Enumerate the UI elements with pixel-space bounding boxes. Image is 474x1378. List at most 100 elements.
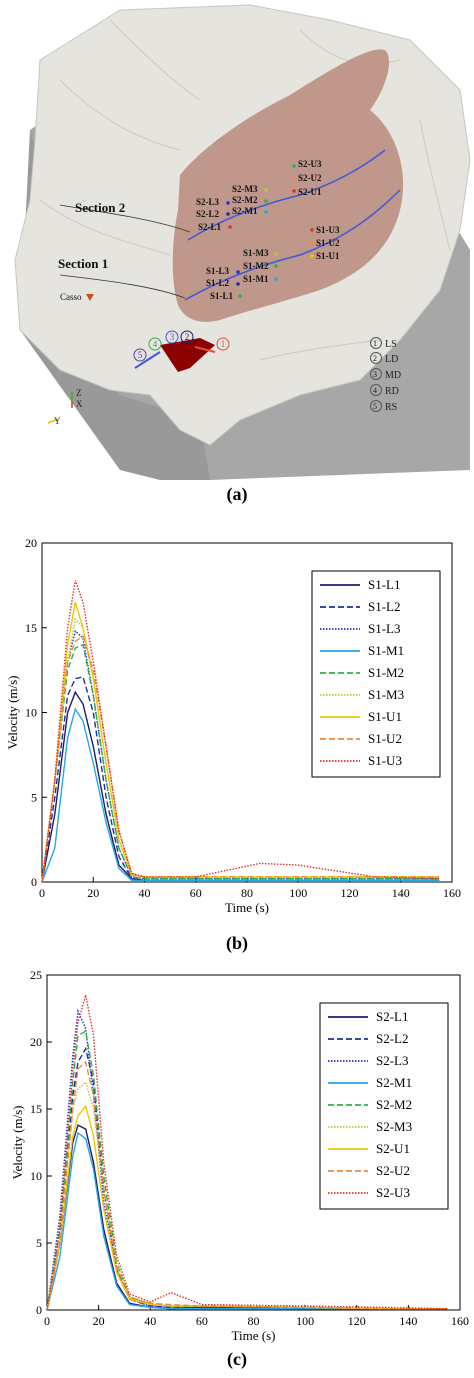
y-tick-label: 15 [25, 621, 37, 635]
legend-label: S1-L3 [368, 621, 401, 636]
caption-a: (a) [226, 484, 248, 504]
point-label: S2-M3 [232, 184, 258, 194]
y-tick-label: 10 [30, 1169, 42, 1183]
x-tick-label: 140 [399, 1314, 417, 1328]
series-line-s2-u3 [46, 994, 448, 1311]
point-label: S1-M1 [243, 274, 269, 284]
panel-a: Section 2 Section 1 Casso S2-U3 S2-U2 S2… [0, 0, 474, 504]
point-label: S2-L3 [196, 197, 220, 207]
legend-label: S1-U1 [368, 709, 402, 724]
point-marker [310, 228, 314, 232]
series-line-s1-l3 [41, 629, 440, 883]
legend-a-circle [370, 337, 382, 349]
caption-b: (b) [226, 933, 248, 953]
x-tick-label: 100 [296, 1314, 314, 1328]
legend-label: S2-U2 [376, 1163, 410, 1178]
section-1-label: Section 1 [58, 256, 108, 271]
circle-number-4 [148, 337, 162, 351]
legend-label: S2-U3 [376, 1185, 410, 1200]
y-tick-label: 5 [31, 790, 37, 804]
casso-label: Casso [60, 292, 82, 302]
section-1-profile [59, 274, 186, 299]
series-line-s2-m1 [46, 1131, 448, 1311]
x-tick-label: 60 [190, 886, 202, 900]
point-label: S1-U1 [316, 251, 340, 261]
point-marker [310, 241, 314, 245]
panel-c: 0 20 40 60 80 100 120 140 160 0 5 10 15 20 25 Time (s) V… [0, 955, 474, 1378]
point-label: S2-U3 [298, 159, 322, 169]
series-line-s2-u2 [46, 1060, 448, 1311]
legend-label: S2-M1 [376, 1075, 412, 1090]
ls-line [194, 346, 216, 353]
x-tick-label: 60 [196, 1314, 208, 1328]
point-marker [238, 294, 242, 298]
y-tick-label: 20 [30, 1035, 42, 1049]
point-label: S2-L2 [196, 209, 220, 219]
point-marker [226, 201, 230, 205]
y-tick-label: 10 [25, 706, 37, 720]
legend-a-label: MD [385, 370, 401, 381]
point-marker [274, 264, 278, 268]
x-tick-label: 160 [443, 886, 461, 900]
velocity-chart-section-2: 0 20 40 60 80 100 120 140 160 0 5 10 15 20 25 Time (s) V… [10, 968, 469, 1343]
x-tick-label: 20 [87, 886, 99, 900]
series-line-s2-l3 [46, 1008, 448, 1311]
point-label: S1-U3 [316, 225, 340, 235]
landslide-area [172, 49, 404, 322]
x-tick-label: 160 [451, 1314, 469, 1328]
legend-a-num: 2 [373, 354, 377, 363]
x-tick-label: 40 [144, 1314, 156, 1328]
point-marker [264, 188, 268, 192]
legend-label: S2-U1 [376, 1141, 410, 1156]
caption-c: (c) [227, 1349, 247, 1369]
point-marker [236, 270, 240, 274]
section-2-line [187, 149, 386, 241]
circle-number-5-text: 5 [138, 350, 143, 360]
legend-label: S1-U2 [368, 731, 402, 746]
cliff-side [20, 130, 210, 480]
series-line-s1-m2 [41, 643, 440, 883]
legend-label: S1-M3 [368, 687, 404, 702]
series-line-s1-u3 [41, 580, 440, 883]
point-label: S2-U1 [298, 187, 322, 197]
terrain-crease [39, 19, 451, 361]
circle-number-3 [165, 330, 179, 344]
point-marker [292, 189, 296, 193]
y-tick-label: 0 [36, 1303, 42, 1317]
dam-deposit [160, 338, 215, 372]
legend-a-num: 4 [373, 386, 377, 395]
y-tick-label: 15 [30, 1102, 42, 1116]
legend-box [311, 570, 441, 778]
point-label: S1-M2 [243, 261, 269, 271]
y-axis-label: Velocity (m/s) [10, 1105, 25, 1179]
x-tick-label: 0 [44, 1314, 50, 1328]
x-tick-label: 20 [93, 1314, 105, 1328]
x-tick-label: 80 [241, 886, 253, 900]
circle-number-1-text: 1 [221, 339, 226, 349]
x-tick-label: 120 [341, 886, 359, 900]
point-marker [236, 282, 240, 286]
legend-label: S1-U3 [368, 753, 402, 768]
point-label: S2-M1 [232, 206, 258, 216]
section-2-label: Section 2 [75, 200, 125, 215]
point-label: S1-L1 [210, 291, 234, 301]
y-tick-label: 20 [25, 536, 37, 550]
point-marker [226, 212, 230, 216]
point-label: S1-L3 [206, 266, 230, 276]
legend-label: S1-L1 [368, 577, 401, 592]
x-tick-label: 80 [248, 1314, 260, 1328]
point-marker [228, 225, 232, 229]
circle-number-2 [180, 330, 194, 344]
legend-label: S1-M2 [368, 665, 404, 680]
x-tick-label: 0 [39, 886, 45, 900]
legend-a-label: LD [385, 354, 398, 365]
point-marker [292, 164, 296, 168]
circle-number-3-text: 3 [170, 332, 175, 342]
x-tick-label: 120 [348, 1314, 366, 1328]
x-tick-label: 100 [289, 886, 307, 900]
legend-label: S2-L3 [376, 1053, 409, 1068]
series-line-s2-m3 [46, 1080, 448, 1311]
legend-label: S2-M3 [376, 1119, 412, 1134]
section-2-profile [59, 204, 191, 233]
y-tick-label: 5 [36, 1236, 42, 1250]
